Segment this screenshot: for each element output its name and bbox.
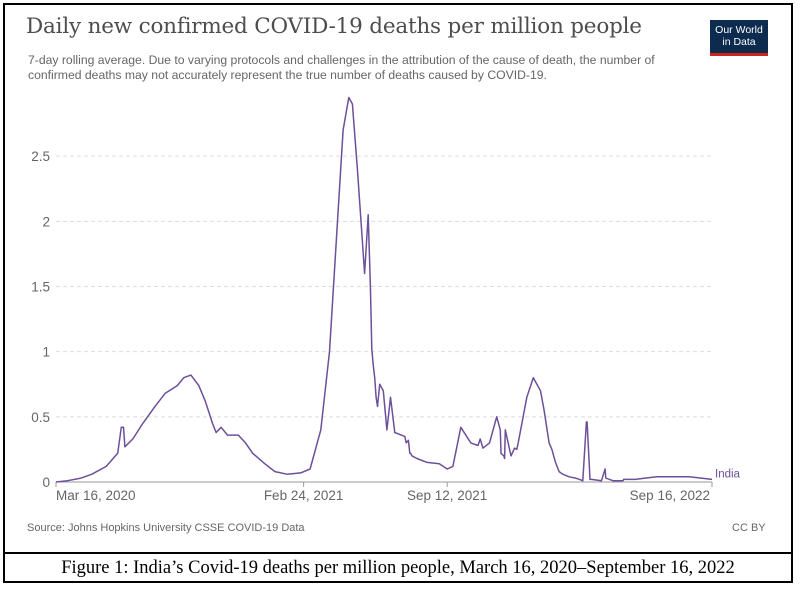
x-tick-label: Feb 24, 2021	[264, 488, 344, 503]
series-layer: India	[55, 96, 741, 483]
y-tick-label: 0	[42, 475, 50, 490]
series-label: India	[715, 468, 741, 480]
y-tick-label: 2	[42, 214, 50, 229]
logo-line-1: Our World	[715, 24, 763, 36]
license-label[interactable]: CC BY	[732, 522, 766, 534]
chart-subtitle: 7-day rolling average. Due to varying pr…	[28, 53, 655, 82]
caption-box: Figure 1: India’s Covid-19 deaths per mi…	[3, 552, 793, 583]
source-note[interactable]: Source: Johns Hopkins University CSSE CO…	[27, 522, 305, 534]
owid-logo[interactable]: Our World in Data	[710, 20, 768, 56]
gridlines	[56, 155, 712, 483]
series-line-india[interactable]	[55, 96, 713, 483]
chart-title: Daily new confirmed COVID-19 deaths per …	[26, 14, 642, 39]
x-axis-ticks: Mar 16, 2020 Feb 24, 2021 Sep 12, 2021 Sep …	[55, 482, 713, 503]
y-tick-label: 2.5	[31, 149, 50, 164]
figure-caption: Figure 1: India’s Covid-19 deaths per mi…	[61, 558, 735, 578]
line-chart[interactable]: 0 0.5 1 1.5 2 2.5 Mar 16, 2020 Feb 24, 2021 Sep…	[0, 0, 800, 550]
x-tick-label: Mar 16, 2020	[56, 488, 136, 503]
x-tick-label: Sep 12, 2021	[407, 488, 487, 503]
y-tick-label: 1	[42, 345, 50, 360]
x-tick-label: Sep 16, 2022	[630, 488, 710, 503]
y-tick-label: 0.5	[31, 410, 50, 425]
y-tick-label: 1.5	[31, 280, 50, 295]
logo-line-2: in Data	[722, 36, 756, 48]
figure-frame	[3, 3, 793, 583]
y-axis-ticks: 0 0.5 1 1.5 2 2.5	[31, 149, 50, 490]
